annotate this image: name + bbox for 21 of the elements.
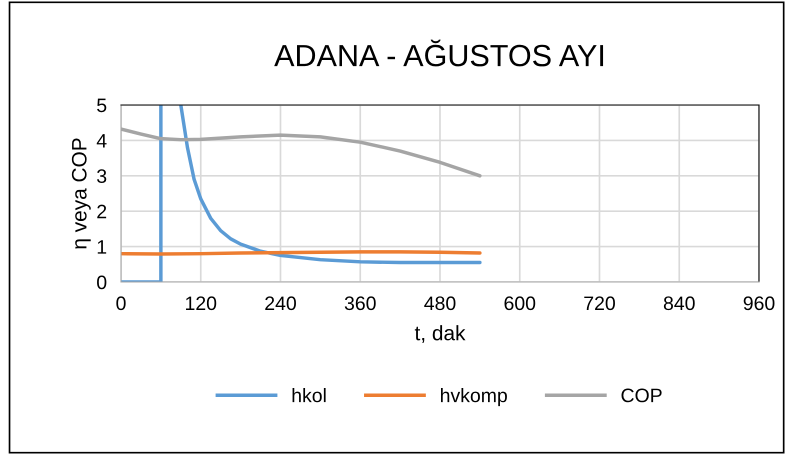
y-tick-label: 3 bbox=[97, 169, 106, 184]
x-tick-label: 600 bbox=[504, 296, 536, 310]
y-tick-label: 2 bbox=[97, 204, 106, 218]
chart-title: ADANA - AĞUSTOS AYI bbox=[274, 40, 604, 66]
x-tick-label: 120 bbox=[186, 296, 216, 310]
y-tick-label: 4 bbox=[96, 134, 107, 148]
y-tick-label: 5 bbox=[97, 98, 106, 112]
x-tick-label: 480 bbox=[424, 296, 456, 310]
y-tick-label: 1 bbox=[98, 240, 106, 254]
legend-label: hkol bbox=[292, 388, 326, 402]
y-axis-title: η veya COP bbox=[72, 138, 91, 249]
x-tick-label: 960 bbox=[744, 296, 774, 310]
x-tick-label: 840 bbox=[664, 296, 695, 310]
x-tick-label: 240 bbox=[265, 296, 296, 310]
x-tick-label: 720 bbox=[584, 296, 615, 310]
legend-label: hvkomp bbox=[441, 388, 507, 406]
x-tick-label: 360 bbox=[344, 296, 376, 310]
y-tick-label: 0 bbox=[97, 275, 106, 290]
x-axis-title: t, dak bbox=[414, 325, 466, 343]
x-tick-label: 0 bbox=[116, 296, 126, 310]
legend-label: COP bbox=[622, 388, 662, 402]
